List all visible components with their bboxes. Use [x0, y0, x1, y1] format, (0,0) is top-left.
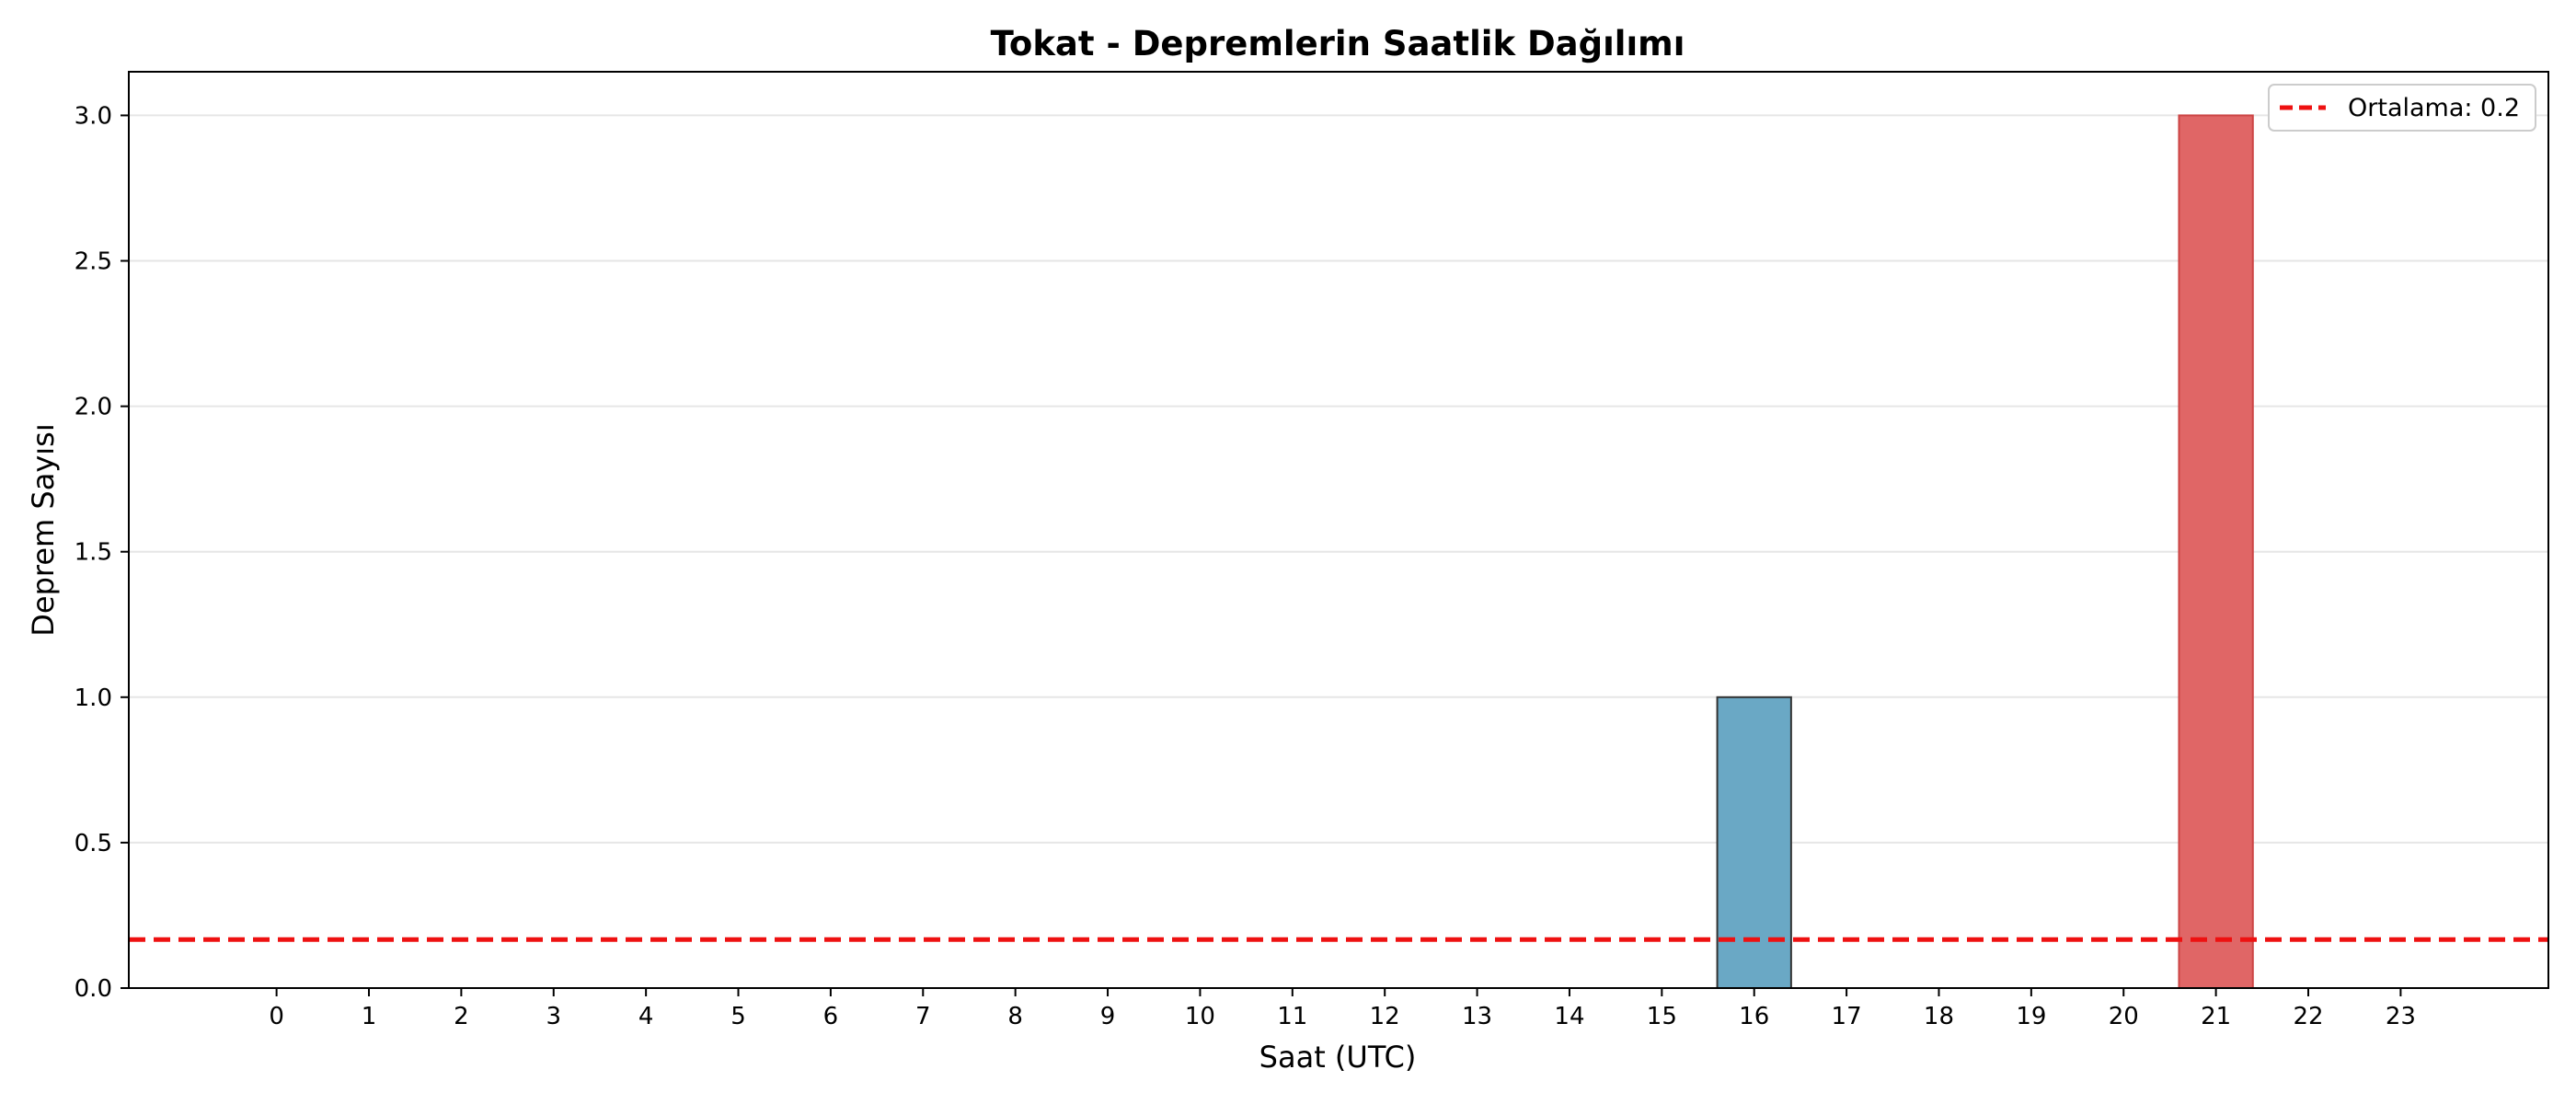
gridlines — [129, 114, 2548, 989]
x-tick-label: 12 — [1370, 1003, 1400, 1030]
x-tick-label: 7 — [915, 1003, 931, 1030]
x-tick-label: 0 — [269, 1003, 284, 1030]
x-tick-label: 4 — [638, 1003, 654, 1030]
y-tick-label: 0.0 — [75, 975, 112, 1003]
x-tick-label: 13 — [1462, 1003, 1492, 1030]
x-tick-label: 8 — [1007, 1003, 1023, 1030]
bar-21 — [2178, 114, 2254, 989]
x-tick-label: 2 — [454, 1003, 469, 1030]
y-tick-label: 2.0 — [75, 394, 112, 421]
x-tick-label: 16 — [1739, 1003, 1769, 1030]
x-tick-label: 19 — [2016, 1003, 2046, 1030]
legend-mean-label: Ortalama: 0.2 — [2348, 94, 2520, 122]
x-tick-label: 9 — [1100, 1003, 1116, 1030]
y-tick-label: 2.5 — [75, 248, 112, 276]
x-tick-label: 18 — [1924, 1003, 1954, 1030]
chart-title: Tokat - Depremlerin Saatlik Dağılımı — [991, 24, 1685, 63]
x-tick-label: 1 — [362, 1003, 377, 1030]
y-tick-label: 1.5 — [75, 539, 112, 567]
x-tick-label: 21 — [2201, 1003, 2231, 1030]
x-axis-ticks: 0 1 2 3 4 5 6 7 8 9 10 11 12 13 14 15 16 17 18 19 20 21 22 23 — [269, 988, 2416, 1030]
legend: Ortalama: 0.2 — [2268, 84, 2536, 132]
x-tick-label: 6 — [823, 1003, 839, 1030]
bar-16 — [1716, 696, 1792, 989]
plot-frame — [128, 71, 2549, 989]
x-tick-label: 22 — [2293, 1003, 2323, 1030]
x-tick-label: 11 — [1277, 1003, 1307, 1030]
x-tick-label: 3 — [546, 1003, 561, 1030]
y-tick-label: 0.5 — [75, 830, 112, 857]
x-tick-label: 5 — [730, 1003, 746, 1030]
y-tick-label: 1.0 — [75, 684, 112, 712]
x-tick-label: 20 — [2109, 1003, 2139, 1030]
y-axis-ticks: 0.0 0.5 1.0 1.5 2.0 2.5 3.0 — [75, 102, 129, 1003]
x-tick-label: 15 — [1647, 1003, 1677, 1030]
x-tick-label: 17 — [1832, 1003, 1862, 1030]
x-tick-label: 10 — [1185, 1003, 1215, 1030]
x-tick-label: 23 — [2386, 1003, 2416, 1030]
legend-box — [2268, 84, 2536, 132]
y-axis-label: Deprem Sayısı — [26, 423, 61, 636]
y-tick-label: 3.0 — [75, 102, 112, 130]
x-axis-label: Saat (UTC) — [1259, 1040, 1417, 1075]
x-tick-label: 14 — [1554, 1003, 1584, 1030]
